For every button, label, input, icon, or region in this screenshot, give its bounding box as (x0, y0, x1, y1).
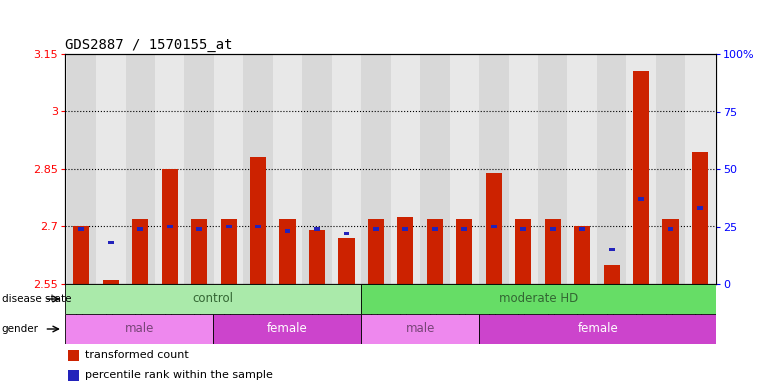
Bar (461, 227, 467, 231)
Bar (609, 248, 614, 252)
Bar (68, 349, 79, 361)
Bar (479, 54, 509, 284)
Bar (137, 227, 143, 231)
Bar (597, 54, 627, 284)
Bar (162, 169, 178, 284)
Bar (491, 225, 496, 228)
Bar (303, 54, 332, 284)
Bar (391, 54, 420, 284)
Bar (244, 54, 273, 284)
Bar (133, 219, 149, 284)
Bar (402, 227, 408, 231)
Bar (196, 227, 202, 231)
Bar (480, 314, 716, 344)
Bar (361, 314, 480, 344)
Bar (96, 54, 126, 284)
Bar (432, 227, 438, 231)
Bar (255, 225, 261, 228)
Bar (574, 227, 591, 284)
Bar (314, 227, 320, 231)
Bar (74, 227, 90, 284)
Bar (280, 219, 296, 284)
Bar (509, 54, 538, 284)
Bar (65, 284, 361, 314)
Bar (368, 219, 384, 284)
Bar (273, 54, 303, 284)
Bar (427, 219, 443, 284)
Bar (568, 54, 597, 284)
Text: male: male (124, 323, 154, 336)
Text: GDS2887 / 1570155_at: GDS2887 / 1570155_at (65, 38, 233, 51)
Bar (486, 173, 502, 284)
Bar (697, 206, 703, 210)
Bar (633, 71, 650, 284)
Bar (191, 219, 208, 284)
Bar (213, 314, 361, 344)
Bar (604, 265, 620, 284)
Bar (398, 217, 414, 284)
Bar (126, 54, 155, 284)
Bar (68, 369, 79, 381)
Bar (285, 229, 290, 233)
Bar (420, 54, 450, 284)
Bar (515, 219, 532, 284)
Text: female: female (267, 323, 307, 336)
Bar (214, 54, 244, 284)
Bar (663, 219, 679, 284)
Bar (332, 54, 362, 284)
Bar (155, 54, 185, 284)
Bar (65, 314, 213, 344)
Bar (361, 284, 716, 314)
Bar (167, 225, 172, 228)
Bar (309, 230, 325, 284)
Text: disease state: disease state (2, 294, 71, 304)
Bar (78, 227, 84, 231)
Bar (656, 54, 686, 284)
Bar (550, 227, 555, 231)
Bar (226, 225, 231, 228)
Bar (668, 227, 673, 231)
Bar (373, 227, 379, 231)
Bar (343, 232, 349, 235)
Bar (108, 241, 113, 245)
Text: percentile rank within the sample: percentile rank within the sample (85, 370, 273, 380)
Bar (692, 152, 708, 284)
Bar (103, 280, 119, 284)
Text: transformed count: transformed count (85, 350, 188, 360)
Text: control: control (192, 293, 234, 306)
Text: moderate HD: moderate HD (499, 293, 578, 306)
Bar (579, 227, 585, 231)
Bar (362, 54, 391, 284)
Bar (627, 54, 656, 284)
Bar (686, 54, 715, 284)
Text: female: female (578, 323, 618, 336)
Text: gender: gender (2, 324, 38, 334)
Bar (67, 54, 96, 284)
Bar (545, 219, 561, 284)
Bar (538, 54, 568, 284)
Bar (450, 54, 479, 284)
Bar (221, 219, 237, 284)
Bar (520, 227, 526, 231)
Bar (457, 219, 473, 284)
Text: male: male (405, 323, 435, 336)
Bar (339, 238, 355, 284)
Bar (638, 197, 644, 201)
Bar (185, 54, 214, 284)
Bar (250, 157, 267, 284)
